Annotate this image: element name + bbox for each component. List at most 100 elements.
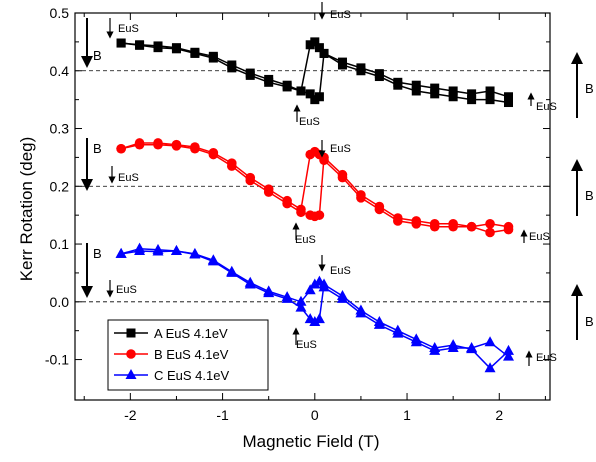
b-field-label: B bbox=[93, 141, 102, 156]
data-point bbox=[448, 86, 458, 96]
data-point bbox=[485, 227, 495, 238]
eus-label: EuS bbox=[536, 101, 557, 113]
data-point bbox=[296, 86, 306, 96]
eus-label: EuS bbox=[299, 116, 320, 128]
data-point bbox=[153, 43, 163, 53]
eus-label: EuS bbox=[295, 234, 316, 246]
legend-label: C EuS 4.1eV bbox=[154, 368, 229, 383]
data-point bbox=[116, 143, 126, 154]
y-tick-label: 0.5 bbox=[50, 5, 70, 21]
data-point bbox=[226, 265, 238, 276]
y-axis-label: Kerr Rotation (deg) bbox=[17, 137, 36, 282]
data-point bbox=[374, 204, 385, 215]
data-point bbox=[314, 92, 324, 102]
x-axis-label: Magnetic Field (T) bbox=[243, 432, 380, 451]
data-point bbox=[411, 219, 422, 229]
data-point bbox=[305, 40, 315, 50]
data-point bbox=[153, 138, 163, 148]
legend-entry-2: C EuS 4.1eV bbox=[114, 368, 229, 383]
legend-marker bbox=[126, 349, 136, 359]
data-point bbox=[448, 92, 458, 102]
data-point bbox=[134, 242, 146, 253]
data-series bbox=[115, 37, 514, 373]
y-tick-label: 0.3 bbox=[50, 121, 70, 137]
data-point bbox=[171, 44, 181, 54]
data-point bbox=[245, 172, 256, 183]
data-point bbox=[305, 89, 315, 99]
data-point bbox=[485, 86, 495, 96]
data-point bbox=[393, 216, 403, 226]
data-point bbox=[134, 138, 145, 148]
data-point bbox=[313, 313, 325, 324]
data-point bbox=[374, 72, 384, 82]
data-point bbox=[336, 292, 348, 303]
data-point bbox=[466, 221, 477, 232]
data-point bbox=[502, 350, 514, 361]
data-point bbox=[485, 219, 495, 229]
data-point bbox=[318, 281, 330, 292]
eus-label: EuS bbox=[330, 265, 351, 277]
eus-label: EuS bbox=[330, 9, 351, 21]
b-field-label: B bbox=[585, 314, 594, 329]
data-point bbox=[152, 243, 164, 254]
eus-label: EuS bbox=[116, 284, 137, 296]
field-annotations: B B B B B B EuS EuS EuS EuS EuS EuS EuS EuS EuS EuS EuS E… bbox=[81, 2, 594, 366]
data-point bbox=[244, 276, 256, 287]
eus-label: EuS bbox=[529, 231, 550, 243]
data-point bbox=[319, 48, 329, 58]
data-point bbox=[263, 285, 275, 296]
data-point bbox=[263, 184, 274, 194]
data-point bbox=[116, 38, 126, 48]
data-point bbox=[295, 295, 307, 306]
data-point bbox=[295, 301, 307, 312]
data-point bbox=[304, 284, 316, 295]
data-point bbox=[282, 195, 292, 206]
data-point bbox=[282, 82, 292, 92]
y-tick-label: -0.1 bbox=[45, 352, 69, 368]
data-point bbox=[356, 66, 366, 76]
eus-label: EuS bbox=[330, 143, 351, 155]
data-point bbox=[115, 247, 127, 258]
x-tick-label: -2 bbox=[124, 407, 137, 423]
data-point bbox=[466, 342, 478, 353]
data-point bbox=[190, 142, 200, 152]
data-point bbox=[373, 318, 385, 329]
y-tick-label: 0.0 bbox=[50, 294, 70, 310]
legend-marker bbox=[125, 369, 137, 379]
data-point bbox=[503, 221, 514, 232]
data-point bbox=[337, 60, 347, 70]
b-field-label: B bbox=[585, 188, 594, 203]
data-point bbox=[410, 336, 422, 347]
data-point bbox=[484, 362, 496, 373]
data-point bbox=[430, 83, 440, 93]
data-point bbox=[356, 193, 366, 203]
data-point bbox=[309, 278, 321, 289]
data-point bbox=[411, 86, 421, 96]
data-point bbox=[207, 254, 219, 265]
data-point bbox=[392, 327, 404, 338]
series-2 bbox=[115, 242, 514, 373]
data-point bbox=[484, 336, 496, 347]
x-tick-label: 1 bbox=[403, 407, 411, 423]
data-point bbox=[314, 210, 325, 220]
data-point bbox=[281, 291, 293, 302]
data-point bbox=[309, 316, 321, 327]
eus-label: EuS bbox=[296, 339, 317, 351]
data-point bbox=[310, 37, 320, 47]
data-point bbox=[319, 155, 329, 166]
legend-entry-0: A EuS 4.1eV bbox=[114, 326, 228, 341]
data-point bbox=[502, 344, 514, 355]
eus-label: EuS bbox=[536, 352, 557, 364]
data-point bbox=[227, 63, 237, 73]
data-point bbox=[135, 40, 145, 50]
data-point bbox=[448, 221, 458, 232]
legend-marker bbox=[126, 328, 136, 338]
data-point bbox=[170, 244, 182, 255]
data-point bbox=[245, 70, 255, 80]
data-point bbox=[310, 95, 320, 105]
data-point bbox=[226, 158, 237, 168]
data-point bbox=[355, 307, 367, 318]
series-1 bbox=[116, 138, 514, 238]
data-point bbox=[393, 80, 403, 90]
